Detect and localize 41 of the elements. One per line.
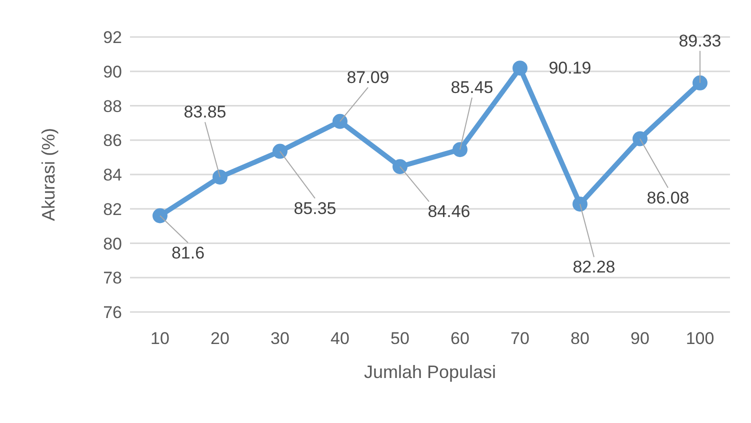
- y-tick-label: 80: [103, 234, 122, 254]
- x-tick-label: 50: [390, 329, 410, 348]
- point: [212, 170, 228, 185]
- data-label: 83.85: [184, 102, 226, 122]
- data-label: 86.08: [646, 188, 690, 208]
- x-tick-label: 100: [686, 329, 714, 348]
- data-label: 85.45: [450, 78, 494, 98]
- y-tick-label: 90: [103, 62, 122, 82]
- point: [512, 60, 528, 76]
- y-tick-label: 76: [103, 303, 122, 322]
- x-tick-label: 20: [210, 329, 230, 348]
- x-tick-label: 80: [570, 329, 590, 348]
- data-label: 90.19: [548, 58, 592, 78]
- data-label: 89.33: [678, 31, 722, 50]
- y-tick-label: 84: [103, 166, 122, 185]
- x-tick-label: 60: [450, 329, 470, 348]
- x-tick-label: 90: [630, 329, 650, 348]
- data-label: 81.6: [171, 243, 205, 262]
- x-tick-label: 40: [330, 329, 350, 348]
- y-tick-label: 88: [103, 96, 122, 116]
- x-tick-label: 70: [510, 329, 530, 348]
- y-axis-title: Akurasi (%): [38, 128, 58, 222]
- y-tick-label: 92: [103, 28, 122, 48]
- point: [332, 114, 348, 129]
- point: [452, 142, 468, 158]
- point: [692, 75, 708, 90]
- point: [392, 159, 408, 174]
- x-axis-title: Jumlah Populasi: [364, 362, 496, 382]
- x-tick-label: 30: [270, 329, 290, 348]
- y-tick-label: 82: [103, 200, 122, 219]
- y-tick-label: 86: [103, 131, 122, 150]
- data-label: 87.09: [346, 68, 390, 87]
- point: [632, 131, 648, 146]
- point: [152, 208, 168, 224]
- data-label: 84.46: [428, 202, 470, 222]
- x-tick-label: 10: [150, 329, 170, 348]
- data-label: 85.35: [294, 198, 336, 218]
- y-tick-label: 78: [103, 268, 122, 288]
- point: [572, 196, 588, 212]
- point: [272, 144, 288, 159]
- data-label: 82.28: [572, 258, 616, 277]
